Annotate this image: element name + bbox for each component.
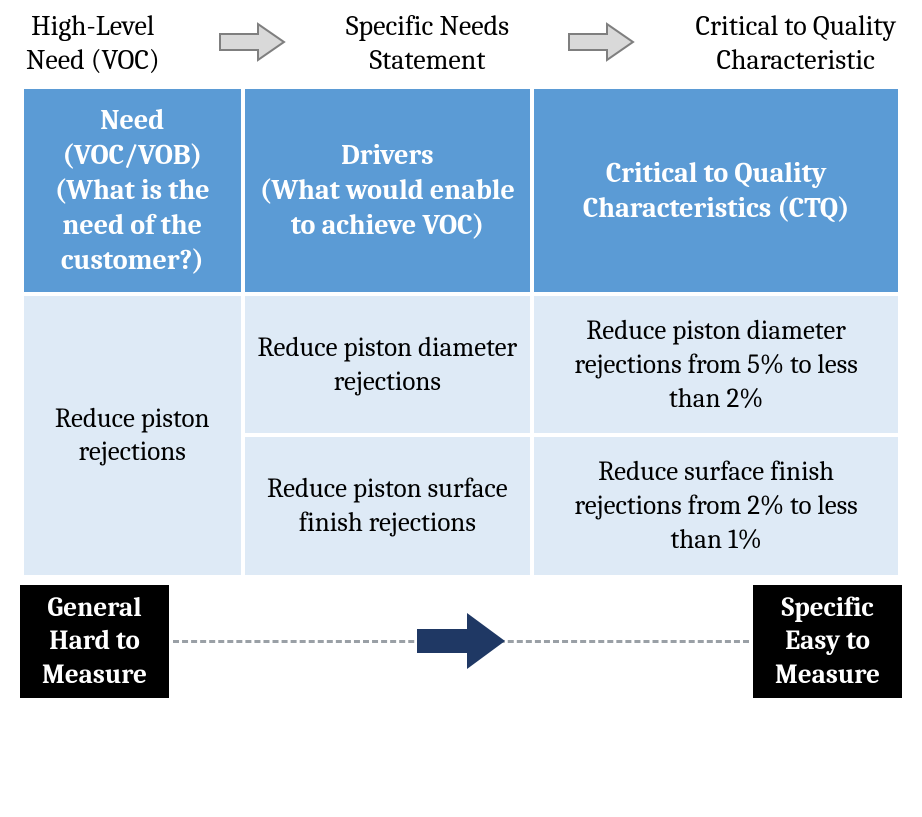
ctq-table: Need (VOC/VOB) (What is the need of the … (20, 85, 902, 579)
arrow-icon (567, 21, 637, 67)
box-general: GeneralHard toMeasure (20, 585, 169, 698)
cell-driver: Reduce piston diameter rejections (245, 296, 531, 433)
th-need: Need (VOC/VOB) (What is the need of the … (24, 89, 241, 292)
flow-step-3: Critical to QualityCharacteristic (695, 10, 896, 77)
flow-step-2: Specific NeedsStatement (346, 10, 509, 77)
table-header-row: Need (VOC/VOB) (What is the need of the … (24, 89, 898, 292)
dashed-line (173, 640, 749, 643)
flow-header: High-LevelNeed (VOC) Specific NeedsState… (20, 10, 902, 77)
arrow-icon (218, 21, 288, 67)
th-ctq: Critical to Quality Characteristics (CTQ… (534, 89, 898, 292)
box-specific: SpecificEasy toMeasure (753, 585, 902, 698)
cell-driver: Reduce piston surface finish rejections (245, 437, 531, 574)
cell-ctq: Reduce piston diameter rejections from 5… (534, 296, 898, 433)
bottom-bar: GeneralHard toMeasure SpecificEasy toMea… (20, 585, 902, 698)
th-drivers: Drivers(What would enable to achieve VOC… (245, 89, 531, 292)
big-arrow-icon (413, 609, 509, 677)
cell-need: Reduce piston rejections (24, 296, 241, 575)
cell-ctq: Reduce surface finish rejections from 2%… (534, 437, 898, 574)
flow-step-1: High-LevelNeed (VOC) (26, 10, 160, 77)
table-row: Reduce piston rejections Reduce piston d… (24, 296, 898, 433)
